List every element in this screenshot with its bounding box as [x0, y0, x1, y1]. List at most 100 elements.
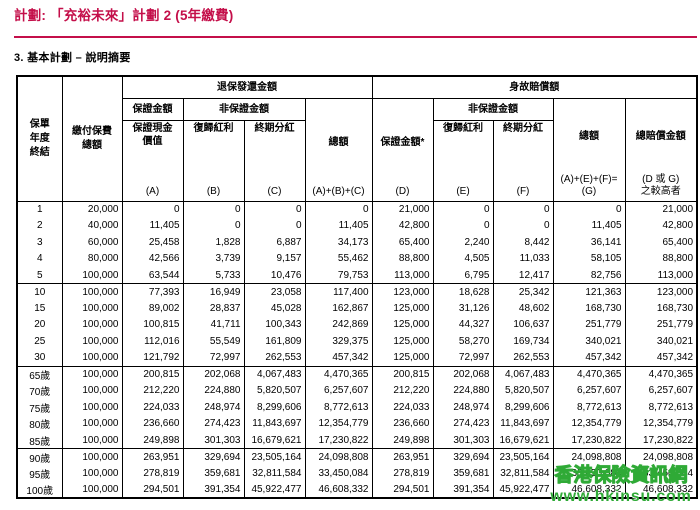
value-cell: 48,602 — [492, 300, 554, 317]
value-cell: 88,800 — [371, 250, 434, 267]
policy-year-cell: 10 — [16, 283, 63, 300]
value-cell: 5,820,507 — [492, 382, 554, 399]
value-cell: 125,000 — [371, 316, 434, 333]
value-cell: 79,753 — [304, 267, 373, 284]
value-cell: 72,997 — [182, 349, 245, 366]
value-cell: 100,815 — [121, 316, 184, 333]
value-cell: 301,303 — [182, 432, 245, 449]
value-cell: 58,270 — [432, 333, 494, 350]
section-heading: 3. 基本計劃 – 說明摘要 — [14, 52, 131, 64]
value-cell: 169,734 — [492, 333, 554, 350]
value-cell: 251,779 — [624, 316, 698, 333]
value-cell: 263,951 — [371, 448, 434, 465]
value-cell: 117,400 — [304, 283, 373, 300]
policy-year-cell: 95歲 — [16, 465, 63, 482]
policy-year-cell: 30 — [16, 349, 63, 366]
value-cell: 32,811,584 — [492, 465, 554, 482]
value-cell: 200,815 — [371, 366, 434, 383]
value-cell: 100,000 — [61, 432, 123, 449]
row-group: 1 20,000 0 0 0 0 21,000 0 0 0 21,000 2 40,000 11,405 0… — [16, 201, 698, 284]
value-cell: 45,922,477 — [243, 481, 306, 498]
value-cell: 28,837 — [182, 300, 245, 317]
table-row: 100歲 100,000 294,501 391,354 45,922,477 46,60… — [16, 481, 698, 498]
column-letter: (B) — [206, 185, 221, 197]
col-header-total-benefit-amount: 總賠償金額 (D 或 G) 之較高者 — [624, 97, 698, 202]
value-cell: 248,974 — [182, 399, 245, 416]
value-cell: 274,423 — [432, 415, 494, 432]
value-cell: 359,681 — [432, 465, 494, 482]
value-cell: 21,000 — [371, 201, 434, 218]
table-row: 25 100,000 112,016 55,549 161,809 329,375 125,… — [16, 333, 698, 350]
col-group-death-benefit: 身故賠償額 — [371, 75, 698, 99]
table-row: 20 100,000 100,815 41,711 100,343 242,869 125,… — [16, 316, 698, 333]
value-cell: 329,694 — [182, 448, 245, 465]
policy-year-cell: 85歲 — [16, 432, 63, 449]
value-cell: 89,002 — [121, 300, 184, 317]
value-cell: 294,501 — [371, 481, 434, 498]
value-cell: 58,105 — [552, 250, 626, 267]
value-cell: 236,660 — [121, 415, 184, 432]
policy-year-cell: 100歲 — [16, 481, 63, 498]
col-header-reversionary-bonus-surrender: 復歸紅利 (B) — [182, 119, 245, 202]
column-letter: (A)+(E)+(F)= (G) — [560, 174, 618, 197]
policy-year-cell: 2 — [16, 217, 63, 234]
value-cell: 2,240 — [432, 234, 494, 251]
col-header-surrender-total: 總額 (A)+(B)+(C) — [304, 97, 373, 202]
value-cell: 123,000 — [624, 283, 698, 300]
value-cell: 34,173 — [304, 234, 373, 251]
value-cell: 100,000 — [61, 382, 123, 399]
value-cell: 329,375 — [304, 333, 373, 350]
value-cell: 6,887 — [243, 234, 306, 251]
value-cell: 113,000 — [624, 267, 698, 284]
value-cell: 294,501 — [121, 481, 184, 498]
col-header-terminal-dividend-surrender: 終期分紅 (C) — [243, 119, 306, 202]
value-cell: 278,819 — [371, 465, 434, 482]
value-cell: 55,549 — [182, 333, 245, 350]
value-cell: 391,354 — [432, 481, 494, 498]
col-header-death-total: 總額 (A)+(E)+(F)= (G) — [552, 97, 626, 202]
value-cell: 42,566 — [121, 250, 184, 267]
column-letter: (A)+(B)+(C) — [312, 186, 365, 197]
row-group: 90歲 100,000 263,951 329,694 23,505,164 24,098… — [16, 448, 698, 498]
value-cell: 4,067,483 — [243, 366, 306, 383]
value-cell: 202,068 — [432, 366, 494, 383]
value-cell: 251,779 — [552, 316, 626, 333]
value-cell: 11,843,697 — [243, 415, 306, 432]
value-cell: 1,828 — [182, 234, 245, 251]
row-group: 10 100,000 77,393 16,949 23,058 117,400 123,00… — [16, 283, 698, 366]
policy-year-cell: 90歲 — [16, 448, 63, 465]
value-cell: 0 — [432, 201, 494, 218]
value-cell: 100,000 — [61, 333, 123, 350]
value-cell: 11,405 — [552, 217, 626, 234]
table-row: 15 100,000 89,002 28,837 45,028 162,867 125,00… — [16, 300, 698, 317]
value-cell: 46,608,332 — [624, 481, 698, 498]
column-letter: (D 或 G) 之較高者 — [640, 174, 681, 197]
value-cell: 8,772,613 — [552, 399, 626, 416]
value-cell: 41,711 — [182, 316, 245, 333]
value-cell: 32,811,584 — [243, 465, 306, 482]
value-cell: 6,795 — [432, 267, 494, 284]
value-cell: 278,819 — [121, 465, 184, 482]
value-cell: 100,000 — [61, 349, 123, 366]
value-cell: 11,843,697 — [492, 415, 554, 432]
value-cell: 18,628 — [432, 283, 494, 300]
value-cell: 8,299,606 — [243, 399, 306, 416]
value-cell: 42,800 — [624, 217, 698, 234]
col-header-total-premiums: 繳付保費 總額 — [61, 75, 123, 202]
value-cell: 8,442 — [492, 234, 554, 251]
value-cell: 391,354 — [182, 481, 245, 498]
value-cell: 33,450,084 — [624, 465, 698, 482]
value-cell: 4,470,365 — [624, 366, 698, 383]
value-cell: 44,327 — [432, 316, 494, 333]
value-cell: 121,792 — [121, 349, 184, 366]
table-row: 30 100,000 121,792 72,997 262,553 457,342 125,… — [16, 349, 698, 366]
value-cell: 168,730 — [624, 300, 698, 317]
value-cell: 161,809 — [243, 333, 306, 350]
value-cell: 20,000 — [61, 201, 123, 218]
value-cell: 17,230,822 — [304, 432, 373, 449]
value-cell: 45,028 — [243, 300, 306, 317]
value-cell: 4,470,365 — [304, 366, 373, 383]
policy-year-cell: 75歲 — [16, 399, 63, 416]
value-cell: 31,126 — [432, 300, 494, 317]
